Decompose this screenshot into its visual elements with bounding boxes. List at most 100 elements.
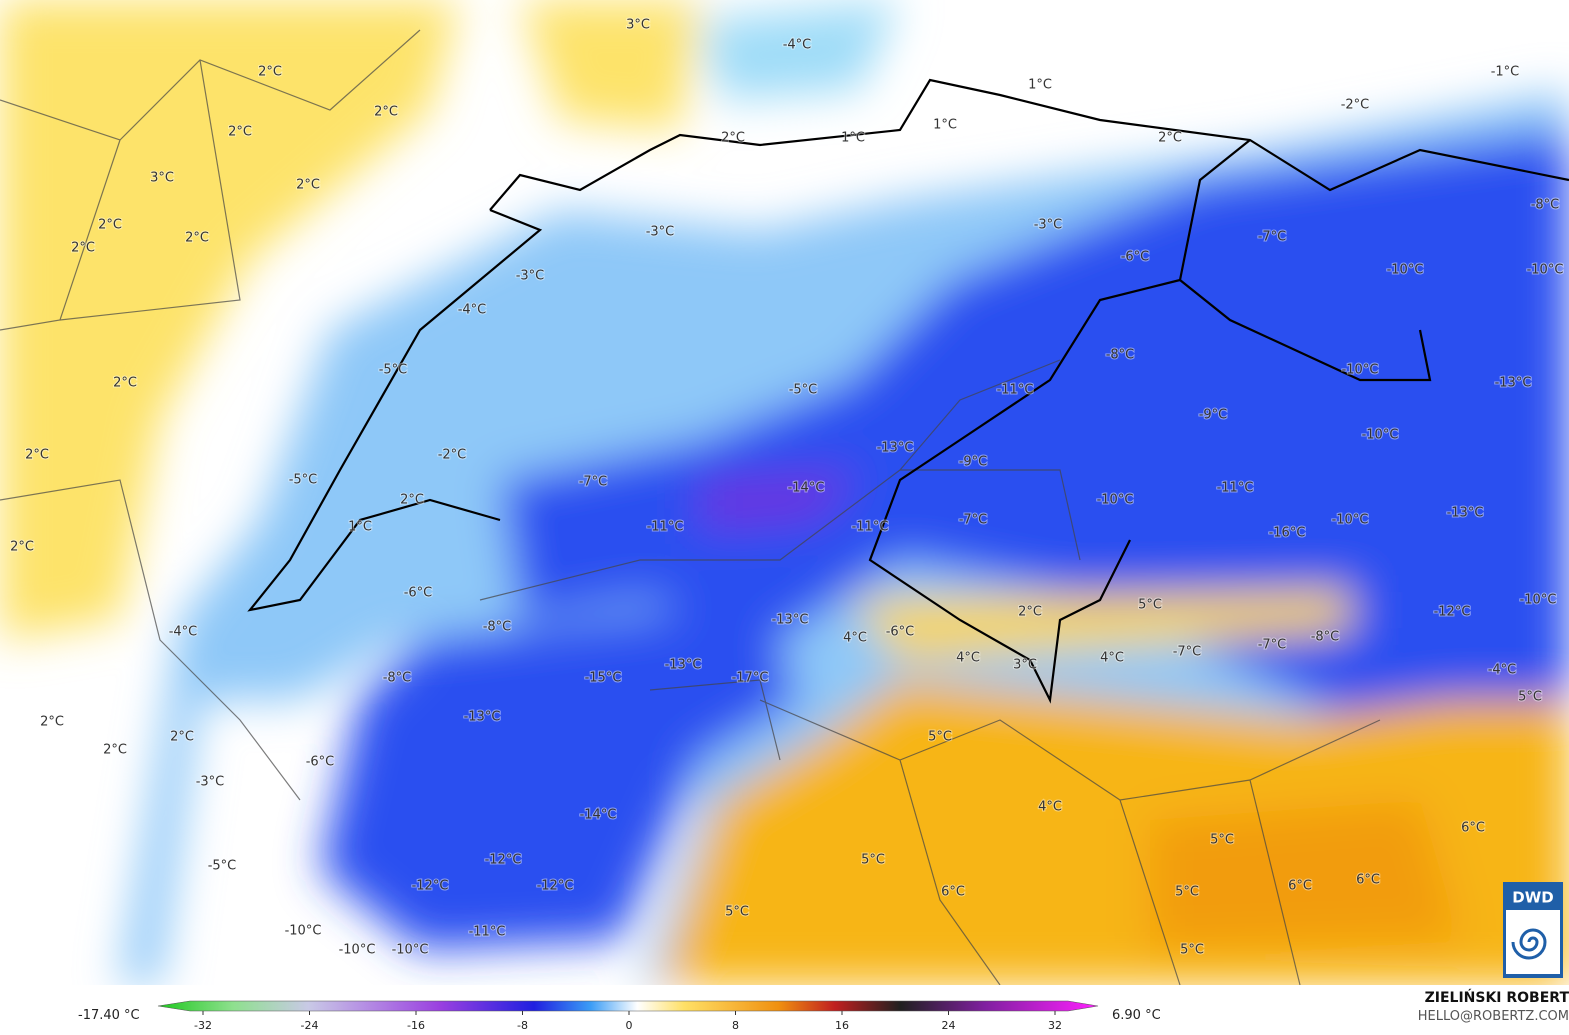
temperature-label: -15°C <box>585 671 622 686</box>
temperature-label: -11°C <box>997 383 1034 398</box>
temperature-label: -11°C <box>469 925 506 940</box>
temperature-label: -10°C <box>1387 263 1424 278</box>
temperature-label: -14°C <box>580 808 617 823</box>
temperature-label: 5°C <box>1175 885 1199 900</box>
temperature-label: 6°C <box>1356 873 1380 888</box>
temperature-label: -7°C <box>579 475 608 490</box>
temperature-label: -13°C <box>464 710 501 725</box>
temperature-label: -6°C <box>306 755 335 770</box>
temperature-label: 2°C <box>721 131 745 146</box>
temperature-label: -2°C <box>438 448 467 463</box>
temperature-label: -4°C <box>1488 663 1517 678</box>
temperature-label: -6°C <box>886 625 915 640</box>
temperature-label: -1°C <box>1491 65 1520 80</box>
temperature-label: -3°C <box>1034 218 1063 233</box>
temperature-label: -10°C <box>1342 363 1379 378</box>
temperature-label: 5°C <box>1180 943 1204 958</box>
temperature-label: -6°C <box>1121 250 1150 265</box>
temperature-label: -10°C <box>339 943 376 958</box>
temperature-label: -8°C <box>1311 630 1340 645</box>
temperature-label: 1°C <box>933 118 957 133</box>
temperature-label: -5°C <box>289 473 318 488</box>
colorbar-tick-label: -24 <box>301 1019 319 1032</box>
temperature-label: 2°C <box>374 105 398 120</box>
temperature-label: -8°C <box>1106 348 1135 363</box>
temperature-label: -5°C <box>789 383 818 398</box>
temperature-label: 6°C <box>941 885 965 900</box>
temperature-label: -12°C <box>537 879 574 894</box>
email: HELLO@ROBERTZ.COM <box>1418 1009 1569 1024</box>
temperature-label: -13°C <box>772 613 809 628</box>
temperature-label: 3°C <box>1013 658 1037 673</box>
colorbar-tick-label: 16 <box>835 1019 849 1032</box>
colorbar-tick-label: -16 <box>407 1019 425 1032</box>
temperature-label: -7°C <box>1258 230 1287 245</box>
temperature-label: 2°C <box>103 743 127 758</box>
temperature-label: 5°C <box>1138 598 1162 613</box>
temperature-label: -10°C <box>392 943 429 958</box>
temperature-label: 5°C <box>928 730 952 745</box>
temperature-label: 2°C <box>228 125 252 140</box>
temperature-label: -7°C <box>959 513 988 528</box>
temperature-label: 2°C <box>185 231 209 246</box>
temperature-label: -13°C <box>665 658 702 673</box>
temperature-label: -14°C <box>788 481 825 496</box>
temperature-label: 4°C <box>1038 800 1062 815</box>
colorbar-tick-label: 0 <box>626 1019 633 1032</box>
temperature-label: -10°C <box>1097 493 1134 508</box>
temperature-label: -11°C <box>1217 481 1254 496</box>
temperature-label: 2°C <box>400 493 424 508</box>
temperature-label: -8°C <box>1531 198 1560 213</box>
temperature-label: 4°C <box>1100 651 1124 666</box>
temperature-label: 6°C <box>1288 879 1312 894</box>
temperature-label: 2°C <box>71 241 95 256</box>
temperature-label: 2°C <box>296 178 320 193</box>
temperature-label: 4°C <box>956 651 980 666</box>
colorbar-max: 6.90 °C <box>1112 1008 1161 1023</box>
temperature-label: 2°C <box>98 218 122 233</box>
temperature-label: 1°C <box>1028 78 1052 93</box>
temperature-label: -12°C <box>412 879 449 894</box>
temperature-label: -6°C <box>404 586 433 601</box>
temperature-label: -4°C <box>458 303 487 318</box>
temperature-label: -9°C <box>959 455 988 470</box>
temperature-label: -8°C <box>383 671 412 686</box>
map-background <box>0 0 1569 985</box>
temperature-label: 2°C <box>10 540 34 555</box>
temperature-label: -7°C <box>1258 638 1287 653</box>
colorbar-tick-label: 24 <box>942 1019 956 1032</box>
credits: DWD ZIELIŃSKI ROBERT HELLO@ROBERTZ.COM <box>1418 882 1569 1024</box>
temperature-label: -5°C <box>208 859 237 874</box>
temperature-label: -3°C <box>196 775 225 790</box>
temperature-label: 2°C <box>25 448 49 463</box>
temperature-label: -8°C <box>483 620 512 635</box>
temperature-label: 2°C <box>40 715 64 730</box>
temperature-label: 1°C <box>348 520 372 535</box>
temperature-label: 2°C <box>1158 131 1182 146</box>
temperature-label: -10°C <box>1527 263 1564 278</box>
temperature-label: -13°C <box>1495 376 1532 391</box>
temperature-label: -10°C <box>1332 513 1369 528</box>
author: ZIELIŃSKI ROBERT <box>1425 988 1569 1006</box>
temperature-label: -16°C <box>1269 526 1306 541</box>
logo-text: DWD <box>1512 889 1553 907</box>
colorbar-tick-label: -32 <box>194 1019 212 1032</box>
temperature-label: 5°C <box>1518 690 1542 705</box>
temperature-label: 5°C <box>725 905 749 920</box>
temperature-label: -11°C <box>852 520 889 535</box>
temperature-label: -12°C <box>1434 605 1471 620</box>
colorbar-min: -17.40 °C <box>78 1008 140 1023</box>
temperature-label: -9°C <box>1199 408 1228 423</box>
temperature-label: -4°C <box>169 625 198 640</box>
temperature-label: 2°C <box>170 730 194 745</box>
temperature-label: -3°C <box>516 269 545 284</box>
temperature-labels: 3°C-4°C-1°C2°C1°C-2°C2°C2°C 2°C 1°C1°C2°C3… <box>9 17 1564 959</box>
temperature-label: -10°C <box>285 924 322 939</box>
temperature-label: -2°C <box>1341 98 1370 113</box>
temperature-label: -11°C <box>647 520 684 535</box>
temperature-label: 2°C <box>258 65 282 80</box>
temperature-label: -10°C <box>1362 428 1399 443</box>
temperature-label: 3°C <box>626 18 650 33</box>
colorbar-tick-label: -8 <box>517 1019 528 1032</box>
